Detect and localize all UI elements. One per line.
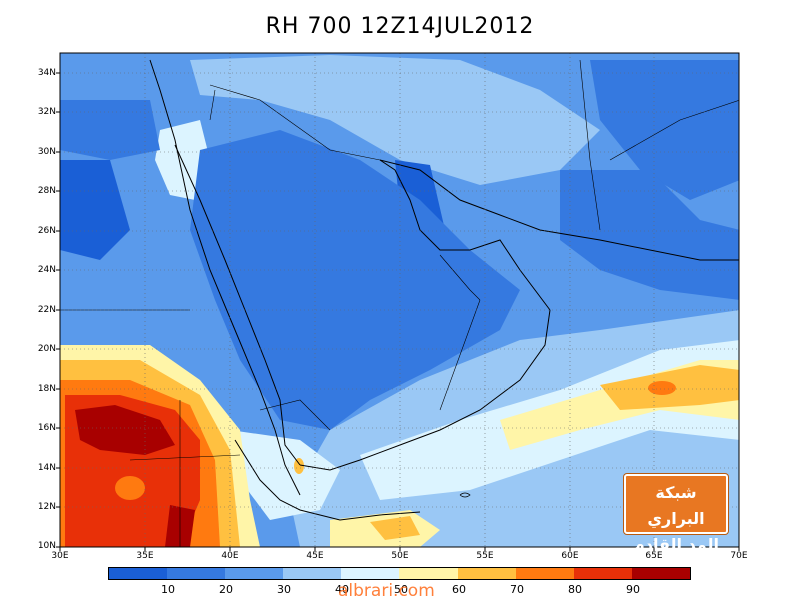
colorbar-label: 80 bbox=[568, 583, 582, 596]
badge-line-1: شبكة البراري bbox=[647, 483, 705, 528]
lat-label: 28N bbox=[37, 186, 56, 196]
rh-zone-aden-orange bbox=[370, 516, 420, 540]
rh-zone-yemen-spot bbox=[294, 458, 304, 474]
watermark-text: albrari.com bbox=[338, 581, 435, 601]
lon-label: 55E bbox=[476, 551, 494, 561]
lon-label: 35E bbox=[136, 551, 154, 561]
colorbar-swatch bbox=[573, 568, 632, 579]
lat-label: 18N bbox=[37, 384, 56, 394]
coastline-arabia-west bbox=[174, 144, 301, 466]
coastline-arabia-south bbox=[299, 309, 551, 471]
lat-label: 16N bbox=[37, 423, 56, 433]
coastline-gulf bbox=[379, 159, 551, 311]
colorbar-swatch bbox=[515, 568, 574, 579]
colorbar-label: 20 bbox=[219, 583, 233, 596]
lon-label: 60E bbox=[561, 551, 579, 561]
lat-label: 20N bbox=[37, 344, 56, 354]
rh-zone-egypt-dark bbox=[60, 160, 130, 260]
lat-label: 30N bbox=[37, 147, 56, 157]
colorbar-label: 40 bbox=[335, 583, 349, 596]
rh-zone-yemen-light bbox=[230, 430, 340, 520]
rh-zone-iran-mid bbox=[560, 170, 739, 300]
brand-badge: شبكة البراري المد القادم bbox=[624, 474, 728, 554]
colorbar-swatch bbox=[225, 568, 284, 579]
colorbar-swatch bbox=[283, 568, 342, 579]
colorbar-label: 60 bbox=[452, 583, 466, 596]
rh-zone-sea-peak bbox=[648, 381, 676, 395]
lat-label: 24N bbox=[37, 265, 56, 275]
coastline-horn bbox=[234, 439, 421, 521]
lat-label: 32N bbox=[37, 107, 56, 117]
lat-label: 34N bbox=[37, 68, 56, 78]
lon-label: 30E bbox=[51, 551, 69, 561]
colorbar-label: 50 bbox=[394, 583, 408, 596]
colorbar-label: 70 bbox=[510, 583, 524, 596]
lon-label: 40E bbox=[221, 551, 239, 561]
lat-label: 14N bbox=[37, 463, 56, 473]
lat-label: 12N bbox=[37, 502, 56, 512]
colorbar-swatch bbox=[399, 568, 458, 579]
colorbar-swatch bbox=[457, 568, 516, 579]
colorbar-swatch bbox=[631, 568, 690, 579]
colorbar bbox=[108, 567, 691, 580]
badge-line-2: المد القادم bbox=[633, 535, 719, 554]
colorbar-label: 10 bbox=[161, 583, 175, 596]
rh-zone-north-dark bbox=[60, 100, 160, 160]
lon-label: 50E bbox=[391, 551, 409, 561]
coastline-red-sea-west bbox=[149, 59, 301, 496]
rh-zone-arabia-core bbox=[190, 130, 520, 430]
colorbar-label: 30 bbox=[277, 583, 291, 596]
rh-zone-north-light bbox=[190, 55, 600, 185]
lat-label: 22N bbox=[37, 305, 56, 315]
lon-label: 45E bbox=[306, 551, 324, 561]
lon-label: 65E bbox=[645, 551, 663, 561]
colorbar-swatch bbox=[341, 568, 400, 579]
rh-zone-africa-pocket bbox=[115, 476, 145, 500]
rh-zone-iran-dark bbox=[590, 60, 739, 200]
colorbar-label: 90 bbox=[626, 583, 640, 596]
lake-spot bbox=[459, 492, 471, 498]
colorbar-swatch bbox=[109, 568, 168, 579]
chart-title: RH 700 12Z14JUL2012 bbox=[265, 14, 535, 39]
lat-label: 10N bbox=[37, 541, 56, 551]
lat-label: 26N bbox=[37, 226, 56, 236]
rh-zone-africa-max bbox=[75, 405, 175, 455]
axis-ticks bbox=[56, 72, 740, 551]
lon-label: 70E bbox=[730, 551, 748, 561]
coastline-iran bbox=[379, 159, 739, 261]
colorbar-swatch bbox=[167, 568, 226, 579]
